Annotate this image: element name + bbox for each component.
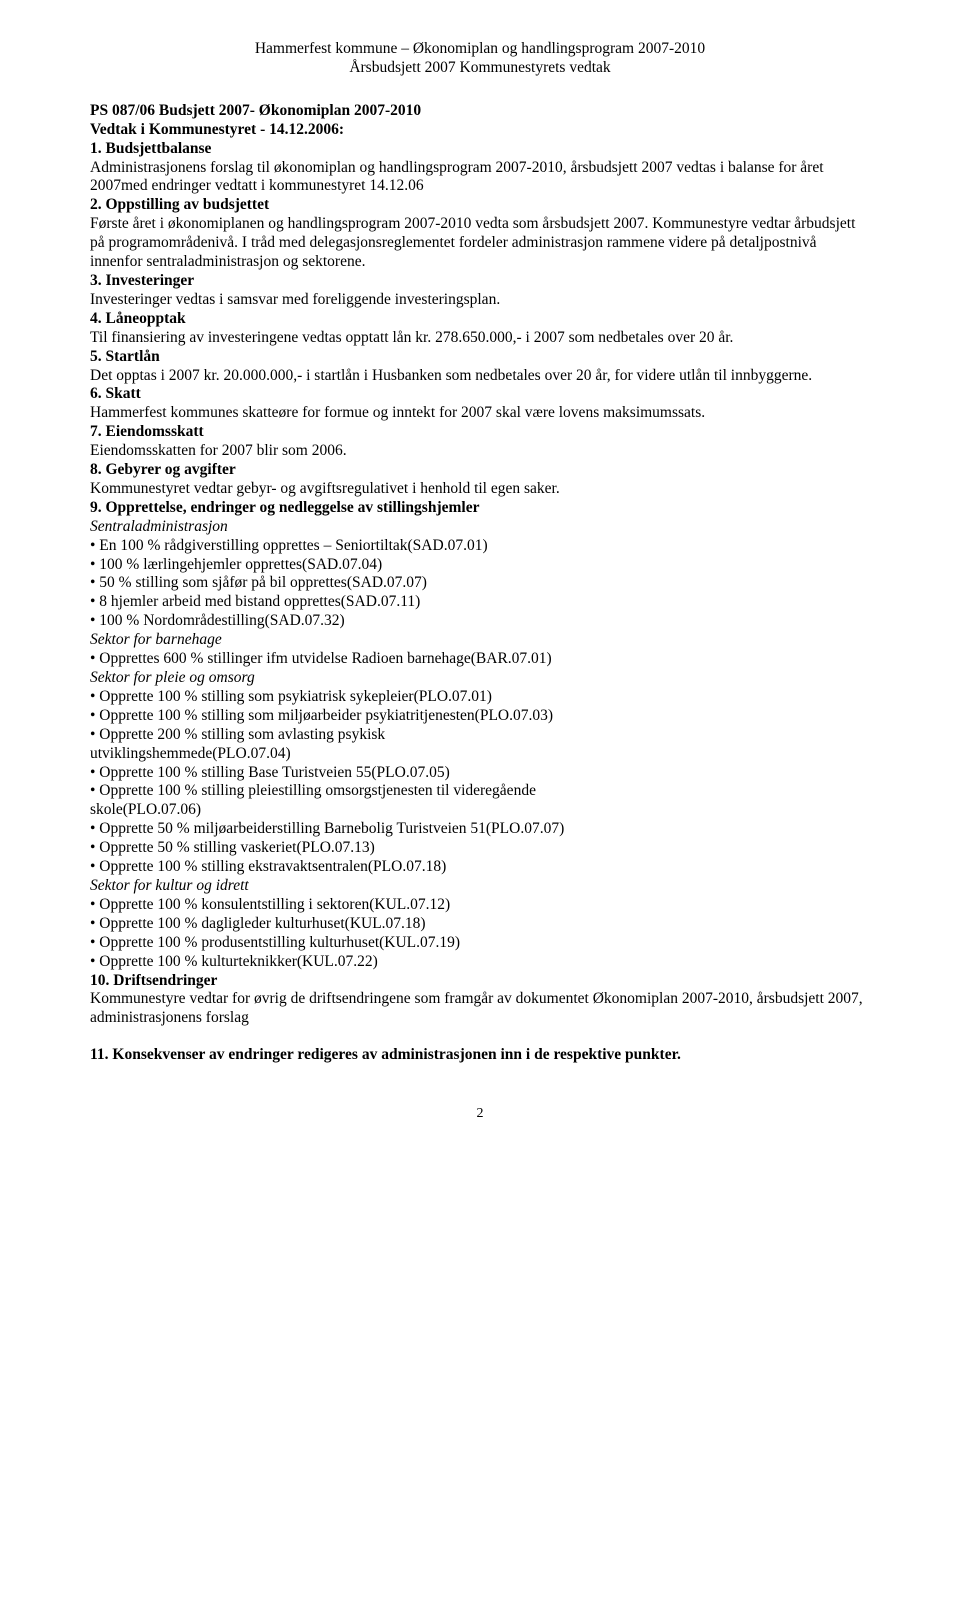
s8-heading: 8. Gebyrer og avgifter bbox=[90, 461, 236, 478]
pleie-label: Sektor for pleie og omsorg bbox=[90, 669, 870, 688]
pleie-i6: • Opprette 100 % stilling pleiestilling … bbox=[90, 782, 870, 801]
kultur-i1: • Opprette 100 % konsulentstilling i sek… bbox=[90, 896, 870, 915]
s3-heading: 3. Investeringer bbox=[90, 272, 194, 289]
s5-heading: 5. Startlån bbox=[90, 348, 160, 365]
s4-body: Til finansiering av investeringene vedta… bbox=[90, 329, 870, 348]
barnehage-label: Sektor for barnehage bbox=[90, 631, 870, 650]
pleie-i10: • Opprette 100 % stilling ekstravaktsent… bbox=[90, 858, 870, 877]
sentraladm-i4: • 8 hjemler arbeid med bistand opprettes… bbox=[90, 593, 870, 612]
sentraladm-i2: • 100 % lærlingehjemler opprettes(SAD.07… bbox=[90, 556, 870, 575]
pleie-i5: • Opprette 100 % stilling Base Turistvei… bbox=[90, 764, 870, 783]
s6-heading: 6. Skatt bbox=[90, 385, 141, 402]
s11-heading: 11. Konsekvenser av endringer redigeres … bbox=[90, 1046, 870, 1065]
sentraladm-i1: • En 100 % rådgiverstilling opprettes – … bbox=[90, 537, 870, 556]
pleie-i4: utviklingshemmede(PLO.07.04) bbox=[90, 745, 870, 764]
kultur-i4: • Opprette 100 % kulturteknikker(KUL.07.… bbox=[90, 953, 870, 972]
s10-heading-num: 10. bbox=[90, 972, 109, 989]
s10-heading-text: Driftsendringer bbox=[113, 972, 217, 989]
s3-body: Investeringer vedtas i samsvar med forel… bbox=[90, 291, 870, 310]
s5-body: Det opptas i 2007 kr. 20.000.000,- i sta… bbox=[90, 367, 870, 386]
sentraladm-i5: • 100 % Nordområdestilling(SAD.07.32) bbox=[90, 612, 870, 631]
page-number: 2 bbox=[90, 1105, 870, 1122]
doc-title-line-1: PS 087/06 Budsjett 2007- Økonomiplan 200… bbox=[90, 102, 870, 121]
pleie-i1: • Opprette 100 % stilling som psykiatris… bbox=[90, 688, 870, 707]
sentraladm-label: Sentraladministrasjon bbox=[90, 518, 870, 537]
sentraladm-i3: • 50 % stilling som sjåfør på bil oppret… bbox=[90, 574, 870, 593]
s7-body: Eiendomsskatten for 2007 blir som 2006. bbox=[90, 442, 870, 461]
barnehage-i1: • Opprettes 600 % stillinger ifm utvidel… bbox=[90, 650, 870, 669]
s10-body: Kommunestyre vedtar for øvrig de driftse… bbox=[90, 990, 870, 1028]
header-line-2: Årsbudsjett 2007 Kommunestyrets vedtak bbox=[90, 59, 870, 78]
pleie-i9: • Opprette 50 % stilling vaskeriet(PLO.0… bbox=[90, 839, 870, 858]
s9-heading: 9. Opprettelse, endringer og nedleggelse… bbox=[90, 499, 479, 516]
s2-heading: 2. Oppstilling av budsjettet bbox=[90, 196, 269, 213]
s1-heading: 1. Budsjettbalanse bbox=[90, 140, 211, 157]
pleie-i2: • Opprette 100 % stilling som miljøarbei… bbox=[90, 707, 870, 726]
s1-body: Administrasjonens forslag til økonomipla… bbox=[90, 159, 870, 197]
s7-heading: 7. Eiendomsskatt bbox=[90, 423, 204, 440]
kultur-i2: • Opprette 100 % dagligleder kulturhuset… bbox=[90, 915, 870, 934]
header-line-1: Hammerfest kommune – Økonomiplan og hand… bbox=[90, 40, 870, 59]
pleie-i7: skole(PLO.07.06) bbox=[90, 801, 870, 820]
pleie-i8: • Opprette 50 % miljøarbeiderstilling Ba… bbox=[90, 820, 870, 839]
pleie-i3: • Opprette 200 % stilling som avlasting … bbox=[90, 726, 870, 745]
s6-body: Hammerfest kommunes skatteøre for formue… bbox=[90, 404, 870, 423]
kultur-i3: • Opprette 100 % produsentstilling kultu… bbox=[90, 934, 870, 953]
s4-heading: 4. Låneopptak bbox=[90, 310, 186, 327]
page-header: Hammerfest kommune – Økonomiplan og hand… bbox=[90, 40, 870, 78]
s8-body: Kommunestyret vedtar gebyr- og avgiftsre… bbox=[90, 480, 870, 499]
doc-title-line-2: Vedtak i Kommunestyret - 14.12.2006: bbox=[90, 121, 870, 140]
s2-body: Første året i økonomiplanen og handlings… bbox=[90, 215, 870, 272]
kultur-label: Sektor for kultur og idrett bbox=[90, 877, 870, 896]
